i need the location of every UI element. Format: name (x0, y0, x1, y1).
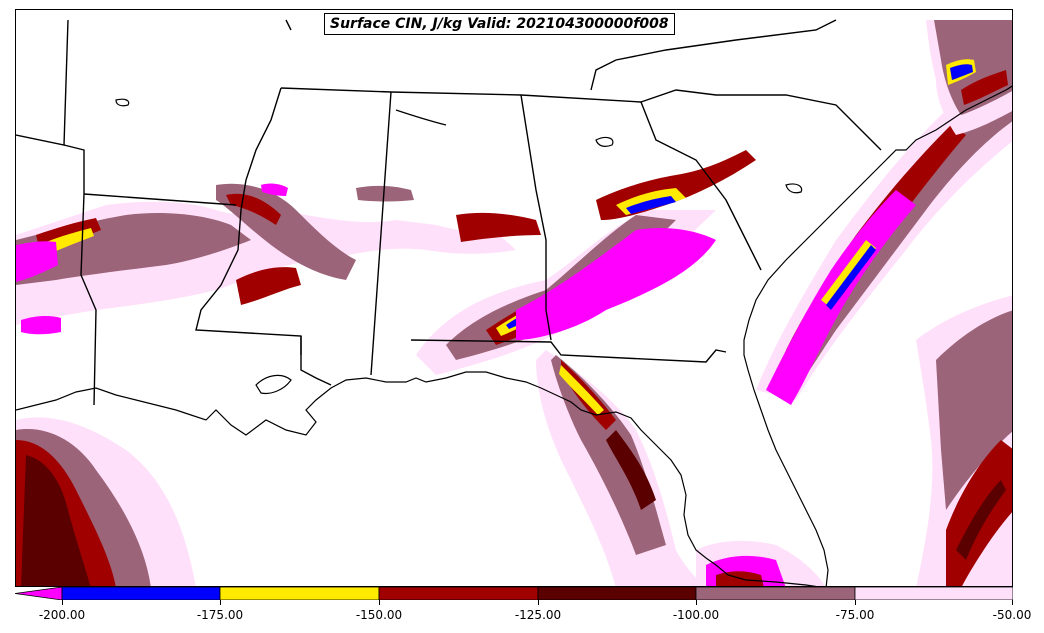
colorbar-bin-3 (378, 587, 539, 600)
tick-mark (1012, 600, 1013, 605)
tick-mark (538, 600, 539, 605)
tick-label: -125.00 (514, 608, 562, 622)
tick-label: -200.00 (38, 608, 86, 622)
map-panel (15, 9, 1013, 587)
tick-label: -150.00 (355, 608, 403, 622)
cin-map (16, 19, 1012, 586)
colorbar-extend-arrow (15, 587, 63, 600)
state-borders (16, 19, 882, 406)
tick-label: -75.00 (835, 608, 875, 622)
tick-label: -50.00 (992, 608, 1032, 622)
tick-mark (220, 600, 221, 605)
tick-mark (62, 600, 63, 605)
tick-mark (379, 600, 380, 605)
colorbar-bin-5 (695, 587, 856, 600)
cin-shading (16, 20, 1012, 586)
colorbar-bin-6 (854, 587, 1013, 600)
tick-mark (855, 600, 856, 605)
colorbar-bin-4 (537, 587, 697, 600)
colorbar-bin-2 (219, 587, 380, 600)
coastline (16, 85, 1012, 586)
tick-label: -175.00 (196, 608, 244, 622)
tick-label: -100.00 (672, 608, 720, 622)
tick-mark (696, 600, 697, 605)
chart-title: Surface CIN, J/kg Valid: 202104300000f00… (324, 13, 675, 35)
colorbar-bin-1 (61, 587, 221, 600)
colorbar (15, 587, 1013, 600)
